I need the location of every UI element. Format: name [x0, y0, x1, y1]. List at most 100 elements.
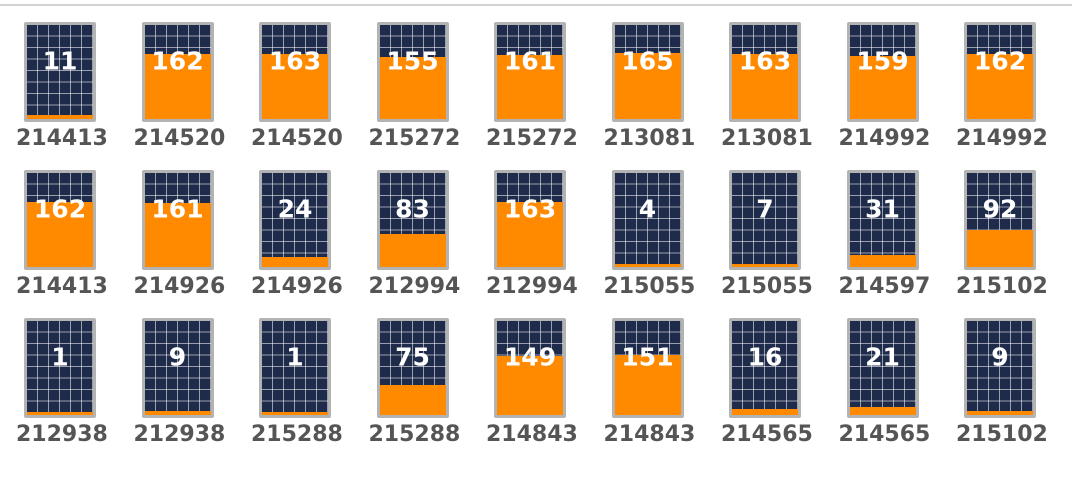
- panel-id-label: 214413: [16, 126, 108, 151]
- panel-value: 161: [151, 194, 204, 224]
- level-fill: [732, 409, 798, 415]
- level-fill: [497, 356, 563, 415]
- panel-id-label: 215055: [603, 274, 696, 299]
- panel-tile[interactable]: 155 215272: [369, 22, 491, 170]
- panel-grid: 9: [967, 321, 1033, 415]
- panel-grid: 163: [732, 25, 798, 119]
- panel-tile[interactable]: 75 215288: [369, 318, 491, 466]
- panel-tile[interactable]: 9 215102: [956, 318, 1072, 466]
- panel-tile[interactable]: 162 214992: [956, 22, 1072, 170]
- panel-tile[interactable]: 161 215272: [486, 22, 608, 170]
- panel-grid: 4: [614, 173, 681, 267]
- panel-id-label: 214992: [956, 126, 1048, 151]
- panel-tile[interactable]: 31 214597: [839, 170, 961, 318]
- level-fill: [262, 257, 328, 267]
- solar-panel-icon: 155: [376, 22, 449, 122]
- panel-tile[interactable]: 16 214565: [721, 318, 843, 466]
- panel-grid: 163: [262, 25, 328, 119]
- solar-panel-icon: 24: [259, 170, 331, 270]
- panel-grid: 83: [379, 173, 446, 267]
- panel-tile[interactable]: 149 214843: [486, 318, 608, 466]
- panel-id-label: 215272: [368, 126, 461, 151]
- panel-id-label: 212938: [133, 422, 226, 447]
- panel-grid: 159: [849, 25, 916, 119]
- panel-tile[interactable]: 161 214926: [134, 170, 256, 318]
- panel-value: 159: [856, 46, 909, 76]
- panel-id-label: 213081: [603, 126, 696, 151]
- panel-tile[interactable]: 151 214843: [604, 318, 726, 466]
- solar-panel-icon: 9: [964, 318, 1036, 418]
- panel-tile[interactable]: 163 212994: [486, 170, 608, 318]
- panel-grid: 155: [379, 25, 446, 119]
- level-fill: [849, 255, 916, 267]
- solar-panel-icon: 9: [141, 318, 214, 418]
- panel-grid: 9: [144, 321, 211, 415]
- panel-tile[interactable]: 1 212938: [16, 318, 138, 466]
- solar-panel-icon: 21: [846, 318, 919, 418]
- panel-grid: 162: [27, 173, 93, 267]
- panel-tile[interactable]: 1 215288: [251, 318, 373, 466]
- panel-tile[interactable]: 24 214926: [251, 170, 373, 318]
- panel-tile[interactable]: 21 214565: [839, 318, 961, 466]
- solar-panel-icon: 163: [494, 170, 566, 270]
- panel-id-label: 214597: [838, 274, 931, 299]
- level-fill: [262, 54, 328, 119]
- panel-tile[interactable]: 7 215055: [721, 170, 843, 318]
- panel-tile[interactable]: 163 213081: [721, 22, 843, 170]
- level-fill: [379, 234, 446, 267]
- solar-panel-icon: 165: [611, 22, 684, 122]
- panel-grid: 11: [27, 25, 93, 119]
- panel-grid: 31: [849, 173, 916, 267]
- solar-panel-icon: 162: [964, 22, 1036, 122]
- level-fill: [27, 412, 93, 415]
- panel-id-label: 215272: [486, 126, 578, 151]
- panel-grid: 16: [732, 321, 798, 415]
- panel-value: 83: [395, 194, 430, 224]
- panel-grid: 163: [497, 173, 563, 267]
- panel-value: 149: [503, 342, 557, 372]
- panel-tile[interactable]: 83 212994: [369, 170, 491, 318]
- panel-grid: 75: [379, 321, 446, 415]
- solar-panel-icon: 151: [611, 318, 684, 418]
- panel-tile[interactable]: 11 214413: [16, 22, 138, 170]
- panel-id-label: 215102: [956, 274, 1048, 299]
- panel-value: 163: [268, 46, 322, 76]
- panel-id-label: 213081: [721, 126, 813, 151]
- panel-tile[interactable]: 92 215102: [956, 170, 1072, 318]
- panel-tile[interactable]: 162 214520: [134, 22, 256, 170]
- solar-panel-grid: 11 214413 162 214520 163 214520 155 215272 161 21…: [16, 22, 1072, 466]
- solar-panel-icon: 92: [964, 170, 1036, 270]
- panel-grid: 149: [497, 321, 563, 415]
- panel-value: 1: [286, 342, 304, 372]
- panel-id-label: 214565: [721, 422, 813, 447]
- panel-id-label: 214843: [603, 422, 696, 447]
- solar-panel-icon: 1: [259, 318, 331, 418]
- panel-tile[interactable]: 4 215055: [604, 170, 726, 318]
- panel-tile[interactable]: 162 214413: [16, 170, 138, 318]
- panel-id-label: 212994: [368, 274, 461, 299]
- panel-value: 16: [747, 342, 783, 372]
- panel-id-label: 212994: [486, 274, 578, 299]
- panel-grid: 24: [262, 173, 328, 267]
- level-fill: [144, 411, 211, 415]
- solar-panel-icon: 159: [846, 22, 919, 122]
- panel-value: 92: [982, 194, 1018, 224]
- solar-panel-icon: 16: [729, 318, 801, 418]
- solar-panel-icon: 83: [376, 170, 449, 270]
- panel-tile[interactable]: 163 214520: [251, 22, 373, 170]
- level-fill: [732, 264, 798, 267]
- panel-value: 151: [621, 342, 674, 372]
- panel-tile[interactable]: 159 214992: [839, 22, 961, 170]
- panel-id-label: 212938: [16, 422, 108, 447]
- level-fill: [144, 203, 211, 267]
- panel-tile[interactable]: 165 213081: [604, 22, 726, 170]
- panel-grid: 151: [614, 321, 681, 415]
- panel-value: 165: [621, 46, 674, 76]
- panel-value: 7: [756, 194, 774, 224]
- solar-panel-icon: 161: [494, 22, 566, 122]
- panel-tile[interactable]: 9 212938: [134, 318, 256, 466]
- level-fill: [967, 54, 1033, 119]
- panel-grid: 161: [144, 173, 211, 267]
- level-fill: [497, 55, 563, 119]
- panel-id-label: 214520: [251, 126, 343, 151]
